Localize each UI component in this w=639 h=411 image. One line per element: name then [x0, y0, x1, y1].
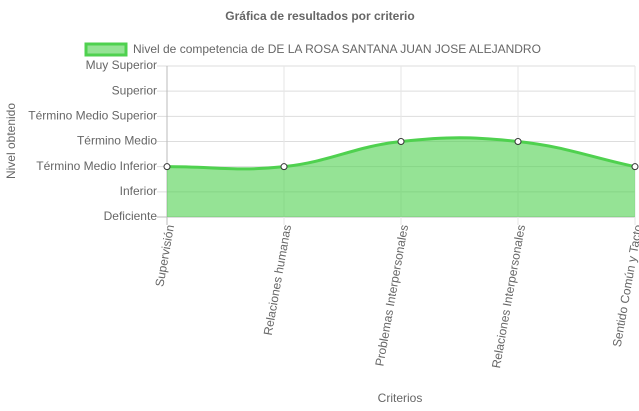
y-tick-label: Inferior	[120, 184, 157, 198]
y-tick-label: Término Medio	[77, 134, 157, 148]
x-axis-label: Criterios	[378, 391, 423, 405]
point	[163, 163, 171, 171]
y-tick-label: Deficiente	[104, 209, 158, 223]
x-tick-label: Relaciones humanas	[261, 224, 294, 337]
x-tick-label: Supervisión	[152, 224, 177, 288]
point	[514, 138, 522, 145]
chart-title: Gráfica de resultados por criterio	[225, 9, 414, 23]
y-tick-label: Término Medio Inferior	[36, 159, 157, 173]
area	[167, 137, 635, 217]
x-tick-label: Sentido Común y Tacto	[610, 223, 639, 348]
point	[280, 163, 288, 171]
y-tick-label: Muy Superior	[86, 58, 157, 72]
legend-label: Nivel de competencia de DE LA ROSA SANTA…	[133, 42, 541, 56]
x-tick-label: Relaciones Interpersonales	[489, 224, 528, 370]
point	[397, 138, 405, 145]
point	[631, 163, 639, 171]
x-tick-label: Problemas Interpersonales	[372, 224, 411, 368]
y-tick-label: Término Medio Superior	[28, 109, 157, 123]
y-tick-label: Superior	[112, 83, 157, 97]
legend-swatch	[84, 42, 128, 57]
y-axis-label: Nivel obtenido	[4, 103, 18, 179]
